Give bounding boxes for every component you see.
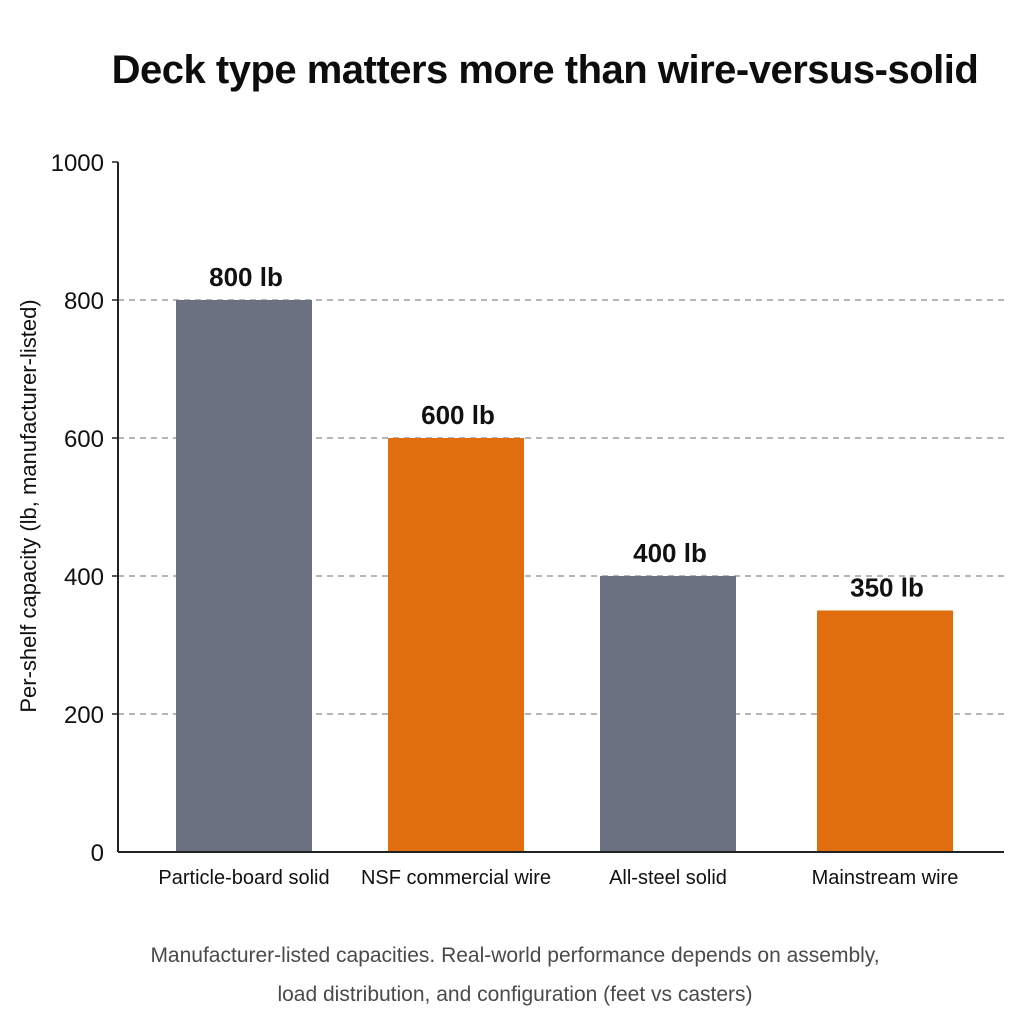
bar-nsf-commercial-wire [388,438,524,852]
data-label: 350 lb [850,573,924,603]
bars [176,300,953,852]
data-label: 400 lb [633,538,707,568]
category-label: NSF commercial wire [361,867,551,889]
category-label: Particle-board solid [158,867,329,889]
y-tick-label: 800 [64,288,104,315]
data-label: 600 lb [421,400,495,430]
bar-chart: 0 200 400 600 800 1000 800 lb Particle-board so… [16,150,1004,889]
labels: 0 200 400 600 800 1000 800 lb Particle-board so… [16,150,958,889]
y-tick-label: 400 [64,564,104,591]
caption-line-1: Manufacturer-listed capacities. Real-wor… [150,944,880,967]
data-label: 800 lb [209,262,283,292]
y-tick-label: 0 [91,840,104,867]
category-label: Mainstream wire [812,867,959,889]
chart-title: Deck type matters more than wire-versus-… [111,48,979,92]
bar-particle-board-solid [176,300,312,852]
y-tick-label: 200 [64,702,104,729]
caption-line-2: load distribution, and configuration (fe… [277,983,753,1006]
bar-all-steel-solid [600,576,736,852]
category-label: All-steel solid [609,867,727,889]
bar-mainstream-wire [817,610,953,852]
axes [112,161,1004,853]
y-tick-label: 600 [64,426,104,453]
y-tick-label: 1000 [51,150,104,177]
y-axis-title: Per-shelf capacity (lb, manufacturer-lis… [16,299,41,712]
